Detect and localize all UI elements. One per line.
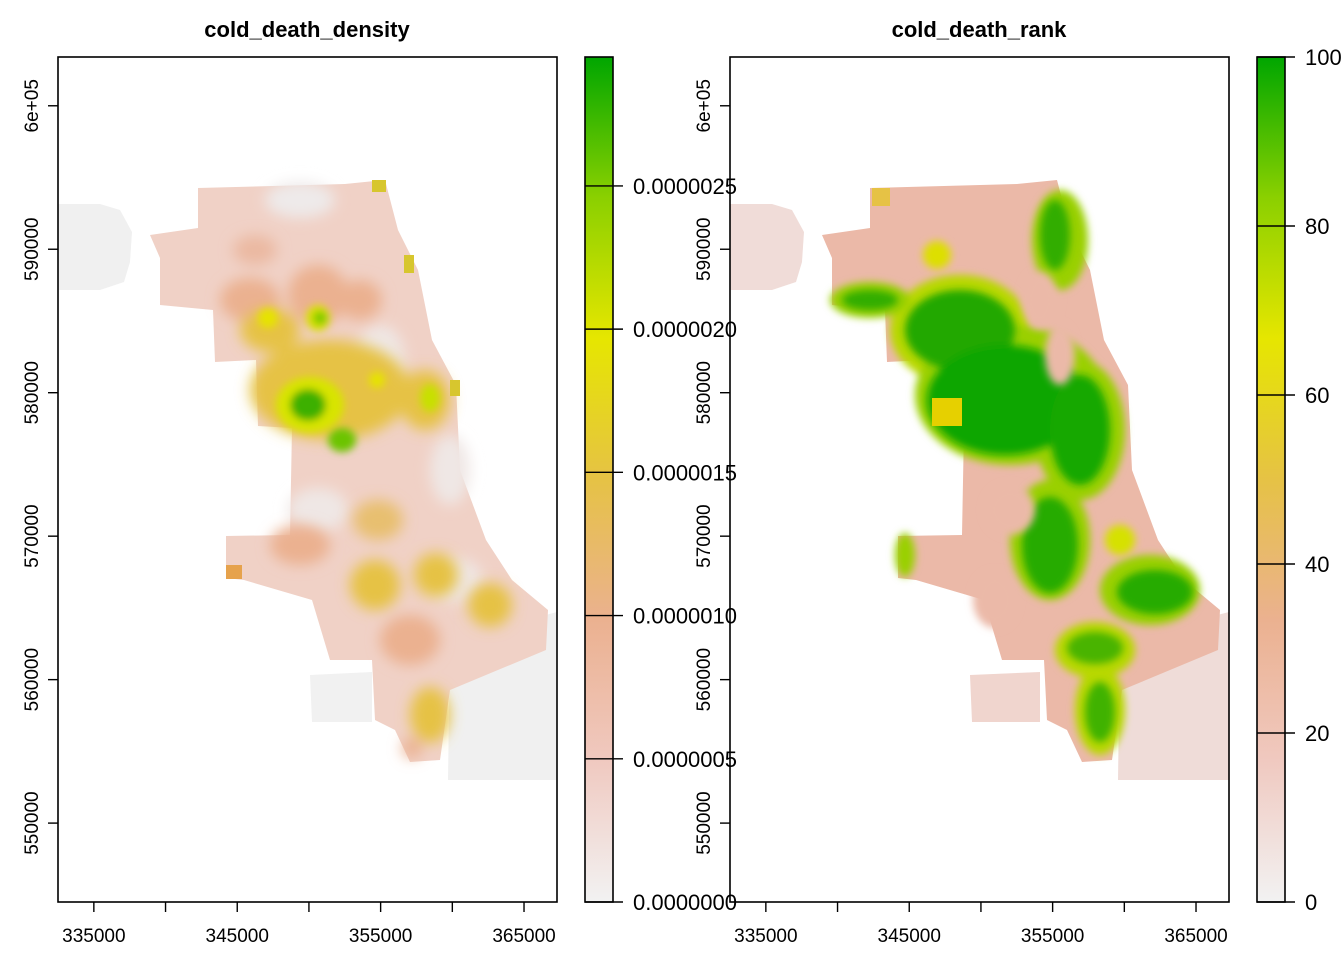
legend-tick-label: 20 xyxy=(1305,721,1329,746)
legend-rank: 0 20 40 60 80 100 xyxy=(1256,45,1342,915)
x-tick-label: 335000 xyxy=(734,926,797,947)
raster-edge-strip-2 xyxy=(932,398,962,426)
x-tick-label: 365000 xyxy=(1164,926,1227,947)
x-tick-label: 355000 xyxy=(349,926,412,947)
raster-edge-strip-3 xyxy=(450,380,460,396)
y-axis: 550000 560000 570000 580000 590000 6e+05 xyxy=(694,79,730,855)
legend-tick-label: 0.0000010 xyxy=(633,604,737,629)
raster-hotspots xyxy=(220,235,512,758)
y-axis: 550000 560000 570000 580000 590000 6e+05 xyxy=(22,79,58,855)
x-tick-label: 345000 xyxy=(878,926,941,947)
legend-tick-label: 40 xyxy=(1305,552,1329,577)
x-tick-label: 335000 xyxy=(62,926,125,947)
raster-west-island xyxy=(730,204,804,290)
raster-southwest-gray xyxy=(310,672,372,722)
legend-color-bar xyxy=(1256,56,1286,903)
x-tick-label: 365000 xyxy=(492,926,555,947)
raster-top-rank xyxy=(842,200,1193,742)
raster-edge-strip xyxy=(372,180,386,192)
x-axis: 335000 345000 355000 365000 xyxy=(62,902,556,947)
legend-tick-label: 0.0000005 xyxy=(633,747,737,772)
y-tick-label: 6e+05 xyxy=(694,79,715,132)
y-tick-label: 570000 xyxy=(694,504,715,567)
panel-density: cold_death_density xyxy=(22,17,737,947)
x-tick-label: 345000 xyxy=(206,926,269,947)
panel-title: cold_death_rank xyxy=(892,17,1068,42)
raster-peaks xyxy=(258,305,440,452)
legend-tick-label: 0.0000015 xyxy=(633,460,737,485)
raster-southwest-pale xyxy=(970,672,1040,722)
raster-edge-strip-4 xyxy=(226,565,242,579)
legend-tick-label: 60 xyxy=(1305,383,1329,408)
y-tick-label: 590000 xyxy=(22,218,43,281)
y-tick-label: 570000 xyxy=(22,504,43,567)
raster-rank xyxy=(730,180,1229,780)
legend-tick-label: 100 xyxy=(1305,45,1342,70)
legend-tick-label: 0.0000000 xyxy=(633,890,737,915)
y-tick-label: 580000 xyxy=(694,361,715,424)
y-tick-label: 590000 xyxy=(694,218,715,281)
plot-frame xyxy=(57,56,558,903)
raster-density xyxy=(58,180,557,780)
panel-title: cold_death_density xyxy=(204,17,410,42)
legend-tick-label: 80 xyxy=(1305,214,1329,239)
legend-color-bar xyxy=(584,56,614,903)
x-tick-label: 355000 xyxy=(1021,926,1084,947)
raster-low-pockets xyxy=(923,241,1135,628)
raster-edge-strip-2 xyxy=(404,255,414,273)
y-tick-label: 6e+05 xyxy=(22,79,43,132)
y-tick-label: 550000 xyxy=(22,791,43,854)
plot-frame xyxy=(729,56,1230,903)
y-tick-label: 560000 xyxy=(694,648,715,711)
raster-west-island xyxy=(58,204,132,290)
legend-tick-label: 0.0000025 xyxy=(633,174,737,199)
legend-density: 0.0000000 0.0000005 0.0000010 0.0000015 0.00… xyxy=(584,56,737,915)
legend-tick-label: 0 xyxy=(1305,890,1317,915)
x-axis: 335000 345000 355000 365000 xyxy=(734,902,1228,947)
legend-tick-label: 0.0000020 xyxy=(633,317,737,342)
raster-edge-strip xyxy=(872,188,890,206)
y-tick-label: 580000 xyxy=(22,361,43,424)
panel-rank: cold_death_rank xyxy=(694,17,1342,947)
y-tick-label: 550000 xyxy=(694,791,715,854)
y-tick-label: 560000 xyxy=(22,648,43,711)
